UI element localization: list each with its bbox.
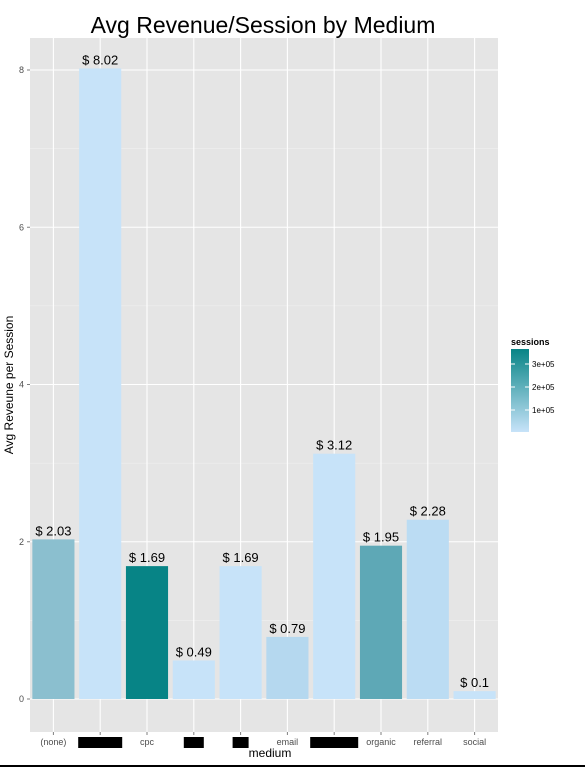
- bar: [359, 545, 403, 699]
- redacted-tick-label: [232, 737, 249, 748]
- legend: sessions 3e+05 2e+05 1e+05: [511, 337, 555, 432]
- x-tick-label: cpc: [140, 737, 155, 747]
- bar-value-label: $ 0.1: [460, 675, 489, 690]
- bar-value-label: $ 0.79: [269, 621, 305, 636]
- legend-title: sessions: [511, 337, 550, 347]
- data-labels: $ 2.03 $ 8.02 $ 1.69 $ 0.49 $ 1.69 $ 0.79 $ 3.…: [35, 52, 489, 690]
- bar-value-label: $ 1.69: [129, 550, 165, 565]
- redacted-tick-label: [183, 737, 204, 748]
- legend-label: 2e+05: [532, 383, 555, 392]
- bar-value-label: $ 2.03: [35, 523, 71, 538]
- x-tick-label: social: [463, 737, 486, 747]
- bars: [32, 68, 496, 700]
- y-tick-label: 0: [19, 694, 24, 704]
- legend-colorbar: [511, 349, 529, 432]
- bar-value-label: $ 2.28: [410, 504, 446, 519]
- y-axis: 0 2 4 6 8: [19, 65, 30, 704]
- bar-value-label: $ 3.12: [316, 438, 352, 453]
- bar: [79, 68, 122, 700]
- redacted-tick-label: [78, 737, 123, 748]
- bar-value-label: $ 0.49: [176, 644, 212, 659]
- y-tick-label: 4: [19, 380, 24, 390]
- legend-label: 1e+05: [532, 406, 555, 415]
- chart-title: Avg Revenue/Session by Medium: [91, 12, 436, 38]
- bar: [406, 519, 449, 699]
- x-tick-label: referral: [414, 737, 443, 747]
- bar: [172, 660, 215, 699]
- x-axis: (none) cpc email organic referral social: [40, 732, 486, 748]
- x-tick-label: organic: [366, 737, 396, 747]
- bar: [125, 566, 169, 699]
- bar-value-label: $ 1.69: [223, 550, 259, 565]
- x-tick-label: email: [277, 737, 299, 747]
- x-axis-title: medium: [249, 746, 292, 760]
- bar-value-label: $ 8.02: [82, 52, 118, 67]
- y-axis-title: Avg Reveune per Session: [2, 316, 16, 455]
- bar: [32, 539, 75, 699]
- redacted-tick-label: [310, 737, 359, 748]
- bar: [313, 453, 356, 699]
- bar: [266, 636, 309, 699]
- y-tick-label: 8: [19, 65, 24, 75]
- bar: [453, 691, 496, 699]
- x-tick-label: (none): [40, 737, 66, 747]
- bar-value-label: $ 1.95: [363, 530, 399, 545]
- legend-label: 3e+05: [532, 360, 555, 369]
- bottom-border: [0, 765, 585, 767]
- y-tick-label: 2: [19, 537, 24, 547]
- bar: [219, 566, 262, 699]
- y-tick-label: 6: [19, 222, 24, 232]
